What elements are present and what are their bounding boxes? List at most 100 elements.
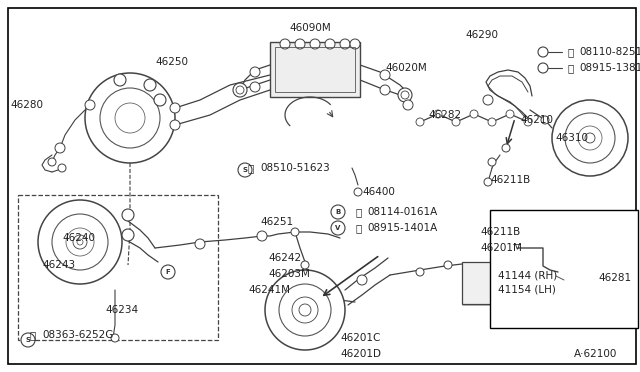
Text: 08114-0161A: 08114-0161A (367, 207, 437, 217)
Circle shape (238, 163, 252, 177)
Circle shape (502, 144, 510, 152)
Circle shape (452, 118, 460, 126)
Circle shape (292, 297, 318, 323)
Circle shape (416, 268, 424, 276)
Text: 46243: 46243 (42, 260, 75, 270)
Circle shape (401, 91, 409, 99)
Circle shape (170, 120, 180, 130)
Circle shape (506, 110, 514, 118)
Circle shape (161, 265, 175, 279)
Text: S: S (26, 337, 31, 343)
Circle shape (291, 228, 299, 236)
Circle shape (483, 95, 493, 105)
Text: 46201D: 46201D (340, 349, 381, 359)
Text: Ⓑ: Ⓑ (567, 47, 573, 57)
Circle shape (77, 239, 83, 245)
Circle shape (578, 126, 602, 150)
Bar (18, 195, 218, 340)
Text: 46211B: 46211B (480, 227, 520, 237)
Circle shape (301, 261, 309, 269)
Text: 41144 (RH): 41144 (RH) (498, 271, 557, 281)
Circle shape (265, 270, 345, 350)
Circle shape (250, 82, 260, 92)
Circle shape (320, 290, 330, 300)
Circle shape (73, 235, 87, 249)
Text: 46310: 46310 (555, 133, 588, 143)
Text: 46234: 46234 (105, 305, 138, 315)
Text: 46020M: 46020M (385, 63, 427, 73)
Circle shape (398, 88, 412, 102)
Circle shape (58, 164, 66, 172)
Circle shape (38, 200, 122, 284)
Circle shape (48, 158, 56, 166)
Circle shape (236, 86, 244, 94)
Circle shape (170, 103, 180, 113)
Circle shape (52, 214, 108, 270)
Circle shape (484, 178, 492, 186)
Circle shape (279, 284, 331, 336)
Text: V: V (335, 225, 340, 231)
Circle shape (538, 47, 548, 57)
Circle shape (565, 113, 615, 163)
Text: 46241M: 46241M (248, 285, 290, 295)
Circle shape (470, 110, 478, 118)
Text: 46240: 46240 (62, 233, 95, 243)
Text: 46201C: 46201C (340, 333, 380, 343)
Text: 08510-51623: 08510-51623 (260, 163, 330, 173)
Circle shape (55, 143, 65, 153)
Circle shape (541, 116, 549, 124)
Text: 46201M: 46201M (480, 243, 522, 253)
Text: Ⓢ: Ⓢ (248, 163, 254, 173)
Circle shape (233, 83, 247, 97)
Circle shape (585, 133, 595, 143)
Circle shape (331, 221, 345, 235)
Text: 46290: 46290 (465, 30, 498, 40)
Circle shape (350, 39, 360, 49)
Text: 08915-1401A: 08915-1401A (367, 223, 437, 233)
Circle shape (444, 261, 452, 269)
Circle shape (488, 158, 496, 166)
Text: Ⓥ: Ⓥ (567, 63, 573, 73)
Circle shape (100, 88, 160, 148)
Circle shape (21, 333, 35, 347)
Circle shape (122, 229, 134, 241)
Circle shape (299, 304, 311, 316)
Circle shape (115, 103, 145, 133)
Text: 08363-6252G: 08363-6252G (42, 330, 113, 340)
Circle shape (354, 188, 362, 196)
Circle shape (195, 239, 205, 249)
Bar (490, 210, 638, 328)
Circle shape (434, 110, 442, 118)
Circle shape (122, 209, 134, 221)
Text: 46282: 46282 (428, 110, 461, 120)
Bar (270, 42, 360, 97)
Text: 46251: 46251 (260, 217, 293, 227)
Circle shape (380, 70, 390, 80)
Text: 46400: 46400 (362, 187, 395, 197)
Circle shape (416, 118, 424, 126)
Text: S: S (243, 167, 248, 173)
Circle shape (85, 100, 95, 110)
Circle shape (380, 85, 390, 95)
Circle shape (295, 39, 305, 49)
Text: Ⓑ: Ⓑ (355, 207, 361, 217)
Text: Ⓢ: Ⓢ (30, 330, 36, 340)
Circle shape (538, 63, 548, 73)
Bar (275, 47, 355, 92)
Text: 08915-1381A: 08915-1381A (579, 63, 640, 73)
Text: 46281: 46281 (598, 273, 631, 283)
Text: 46211B: 46211B (490, 175, 531, 185)
Text: F: F (166, 269, 170, 275)
Text: 46250: 46250 (155, 57, 188, 67)
Circle shape (340, 39, 350, 49)
Circle shape (250, 67, 260, 77)
Text: Ⓥ: Ⓥ (355, 223, 361, 233)
Text: A·62100: A·62100 (574, 349, 618, 359)
Circle shape (144, 79, 156, 91)
Circle shape (280, 39, 290, 49)
Text: 46090M: 46090M (289, 23, 331, 33)
Circle shape (552, 100, 628, 176)
Circle shape (66, 228, 94, 256)
Text: 46280: 46280 (10, 100, 43, 110)
Circle shape (257, 231, 267, 241)
